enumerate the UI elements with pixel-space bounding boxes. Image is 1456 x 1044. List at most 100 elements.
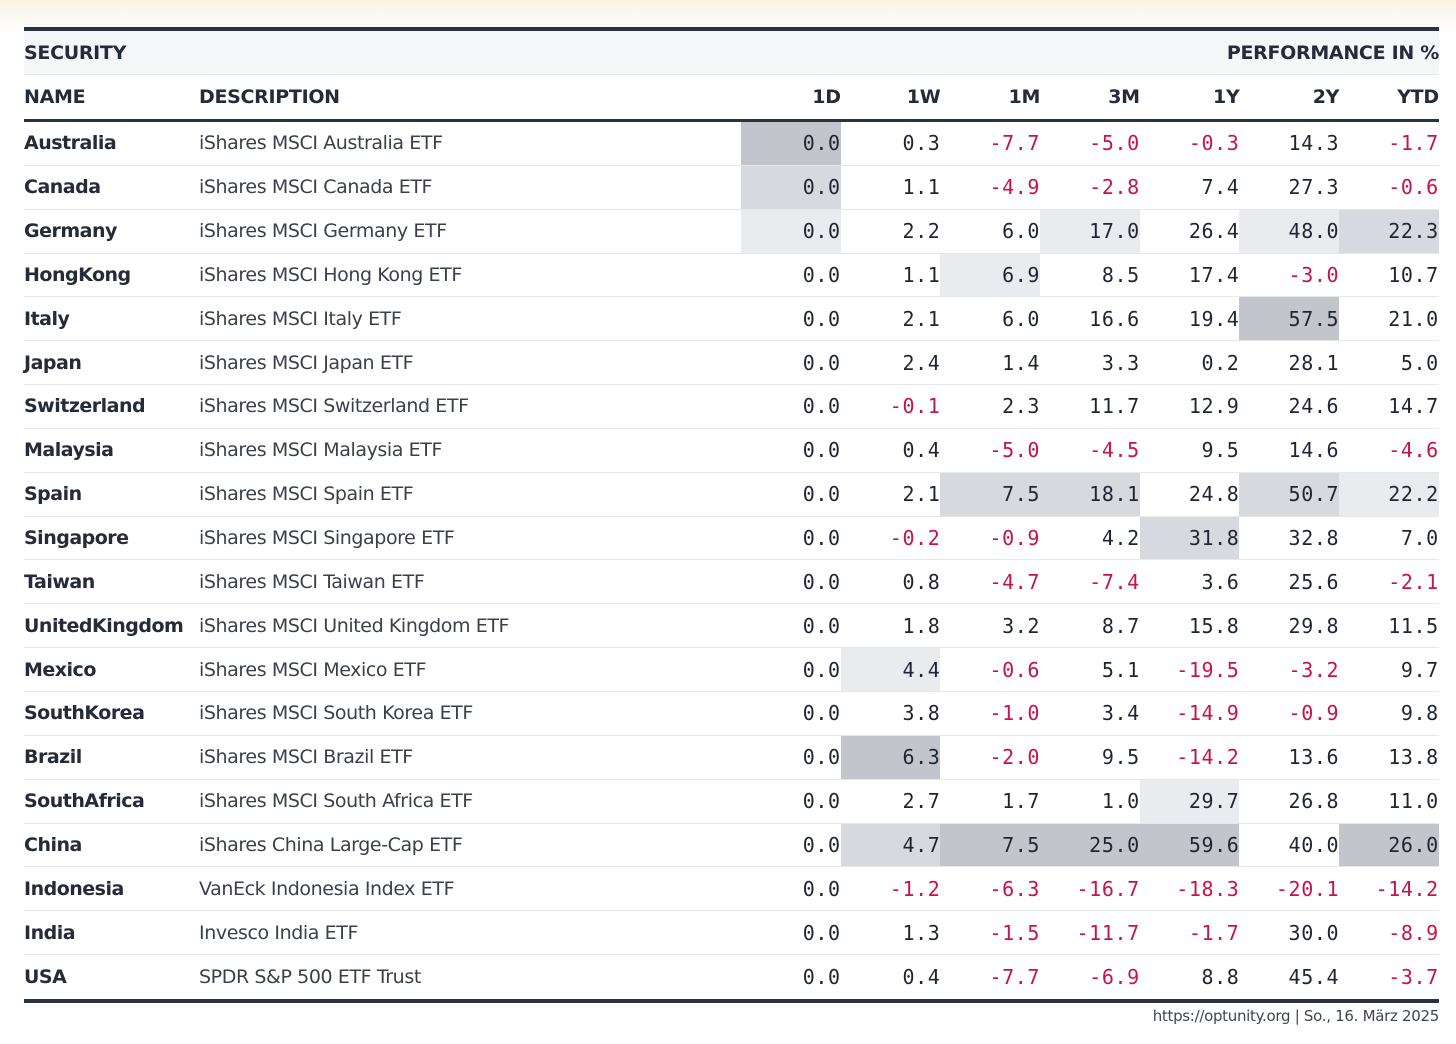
cell-ytd: -1.7 — [1388, 131, 1439, 156]
row-name: Malaysia — [24, 439, 114, 462]
table-row[interactable]: Japan iShares MSCI Japan ETF 0.0 2.4 1.4 3.3 0… — [24, 341, 1439, 386]
cell-1y: 26.4 — [1188, 219, 1240, 244]
table-row[interactable]: UnitedKingdom iShares MSCI United Kingdom… — [24, 604, 1439, 649]
cell-1y: 0.2 — [1201, 350, 1240, 375]
cell-3m: 25.0 — [1040, 823, 1140, 867]
cell-1y: 31.8 — [1139, 516, 1240, 560]
table-row[interactable]: Italy iShares MSCI Italy ETF 0.0 2.1 6.0 16.6… — [24, 297, 1439, 342]
cell-2y: -3.2 — [1288, 657, 1340, 682]
cell-ytd: -8.9 — [1388, 920, 1439, 945]
table-row[interactable]: Switzerland iShares MSCI Switzerland ETF 0… — [24, 385, 1439, 429]
table-row[interactable]: Australia iShares MSCI Australia ETF 0.0 0.… — [24, 122, 1439, 166]
table-row[interactable]: HongKong iShares MSCI Hong Kong ETF 0.0 1.1… — [24, 253, 1439, 298]
col-2y[interactable]: 2Y — [1312, 86, 1340, 108]
table-row[interactable]: Mexico iShares MSCI Mexico ETF 0.0 4.4 -0.6 5… — [24, 648, 1439, 692]
cell-1d: 0.0 — [802, 613, 841, 638]
row-description: iShares MSCI Switzerland ETF — [199, 395, 469, 418]
row-name: China — [24, 833, 82, 856]
cell-1w: 3.8 — [902, 701, 941, 726]
table-row[interactable]: Spain iShares MSCI Spain ETF 0.0 2.1 7.5 18.1… — [24, 472, 1439, 517]
cell-2y: 30.0 — [1288, 920, 1340, 945]
cell-ytd: 11.0 — [1388, 789, 1439, 814]
table-row[interactable]: Canada iShares MSCI Canada ETF 0.0 1.1 -4.9 -… — [24, 165, 1439, 210]
row-description: SPDR S&P 500 ETF Trust — [199, 965, 421, 988]
row-description: iShares MSCI Malaysia ETF — [199, 439, 443, 462]
header-rule — [24, 119, 1439, 122]
cell-1w: 0.3 — [902, 131, 941, 156]
cell-ytd: 13.8 — [1388, 745, 1439, 770]
row-description: iShares MSCI Singapore ETF — [199, 527, 455, 550]
cell-1m: -4.7 — [989, 569, 1041, 594]
cell-1m: 1.4 — [1002, 350, 1041, 375]
cell-ytd: 22.3 — [1339, 209, 1439, 253]
cell-1y: 59.6 — [1139, 823, 1240, 867]
col-ytd[interactable]: YTD — [1397, 86, 1439, 108]
cell-1m: -0.6 — [989, 657, 1041, 682]
col-3m[interactable]: 3M — [1108, 86, 1140, 108]
cell-2y: -20.1 — [1275, 876, 1340, 901]
cell-1d: 0.0 — [741, 165, 841, 209]
cell-ytd: 14.7 — [1388, 394, 1439, 419]
row-description: iShares MSCI Brazil ETF — [199, 746, 413, 769]
table-row[interactable]: Singapore iShares MSCI Singapore ETF 0.0 -0… — [24, 516, 1439, 561]
cell-3m: -7.4 — [1089, 569, 1140, 594]
cell-1m: 6.9 — [940, 253, 1041, 297]
row-name: India — [24, 921, 76, 944]
cell-1y: -14.9 — [1176, 701, 1240, 726]
table-row[interactable]: India Invesco India ETF 0.0 1.3 -1.5 -11.7 -1.… — [24, 911, 1439, 956]
cell-1m: -1.0 — [989, 701, 1041, 726]
cell-1w: 1.8 — [902, 613, 941, 638]
cell-ytd: 10.7 — [1388, 262, 1439, 287]
col-1d[interactable]: 1D — [812, 86, 841, 108]
footer-source: https://optunity.org | So., 16. März 202… — [1152, 1007, 1440, 1025]
cell-1w: 0.4 — [902, 438, 941, 463]
cell-1y: 24.8 — [1188, 482, 1240, 507]
cell-1y: 29.7 — [1139, 779, 1240, 823]
cell-2y: 57.5 — [1239, 297, 1340, 341]
table-row[interactable]: USA SPDR S&P 500 ETF Trust 0.0 0.4 -7.7 -6.9 8… — [24, 955, 1439, 999]
table-row[interactable]: Indonesia VanEck Indonesia Index ETF 0.0 -1… — [24, 867, 1439, 912]
col-1m[interactable]: 1M — [1008, 86, 1041, 108]
cell-1w: 0.8 — [902, 569, 941, 594]
col-description[interactable]: DESCRIPTION — [199, 86, 340, 108]
cell-1d: 0.0 — [802, 701, 841, 726]
table-row[interactable]: SouthAfrica iShares MSCI South Africa ETF… — [24, 779, 1439, 824]
table-row[interactable]: China iShares China Large-Cap ETF 0.0 4.7 7.… — [24, 823, 1439, 868]
cell-1m: 6.0 — [1002, 219, 1041, 244]
cell-ytd: 9.7 — [1400, 657, 1439, 682]
cell-3m: 3.4 — [1101, 701, 1140, 726]
cell-2y: 27.3 — [1288, 175, 1340, 200]
cell-1w: 6.3 — [840, 735, 941, 779]
row-name: Brazil — [24, 746, 82, 769]
cell-3m: -5.0 — [1089, 131, 1140, 156]
cell-ytd: 9.8 — [1400, 701, 1439, 726]
table-row[interactable]: Malaysia iShares MSCI Malaysia ETF 0.0 0.4 -… — [24, 429, 1439, 473]
cell-1d: 0.0 — [802, 789, 841, 814]
cell-3m: 8.7 — [1101, 613, 1140, 638]
table-row[interactable]: SouthKorea iShares MSCI South Korea ETF 0.… — [24, 692, 1439, 736]
col-1w[interactable]: 1W — [906, 86, 941, 108]
cell-1m: -7.7 — [989, 964, 1041, 989]
cell-1w: 0.4 — [902, 964, 941, 989]
cell-1d: 0.0 — [802, 657, 841, 682]
row-name: Canada — [24, 176, 101, 199]
row-name: UnitedKingdom — [24, 614, 184, 637]
row-name: Mexico — [24, 658, 96, 681]
col-1y[interactable]: 1Y — [1213, 86, 1240, 108]
table-row[interactable]: Taiwan iShares MSCI Taiwan ETF 0.0 0.8 -4.7 -… — [24, 560, 1439, 605]
row-description: iShares MSCI Mexico ETF — [199, 658, 427, 681]
row-description: iShares MSCI South Korea ETF — [199, 702, 473, 725]
cell-1w: 1.1 — [902, 175, 941, 200]
cell-1w: -1.2 — [889, 876, 941, 901]
cell-1w: 1.1 — [902, 262, 941, 287]
row-description: iShares China Large-Cap ETF — [199, 833, 463, 856]
cell-1y: -19.5 — [1176, 657, 1240, 682]
table-row[interactable]: Germany iShares MSCI Germany ETF 0.0 2.2 6.0… — [24, 209, 1439, 254]
cell-1d: 0.0 — [802, 262, 841, 287]
table-row[interactable]: Brazil iShares MSCI Brazil ETF 0.0 6.3 -2.0 9… — [24, 735, 1439, 780]
col-name[interactable]: NAME — [24, 86, 86, 108]
cell-2y: 25.6 — [1288, 569, 1340, 594]
cell-ytd: -14.2 — [1375, 876, 1439, 901]
cell-1m: 7.5 — [940, 823, 1041, 867]
cell-1d: 0.0 — [802, 306, 841, 331]
